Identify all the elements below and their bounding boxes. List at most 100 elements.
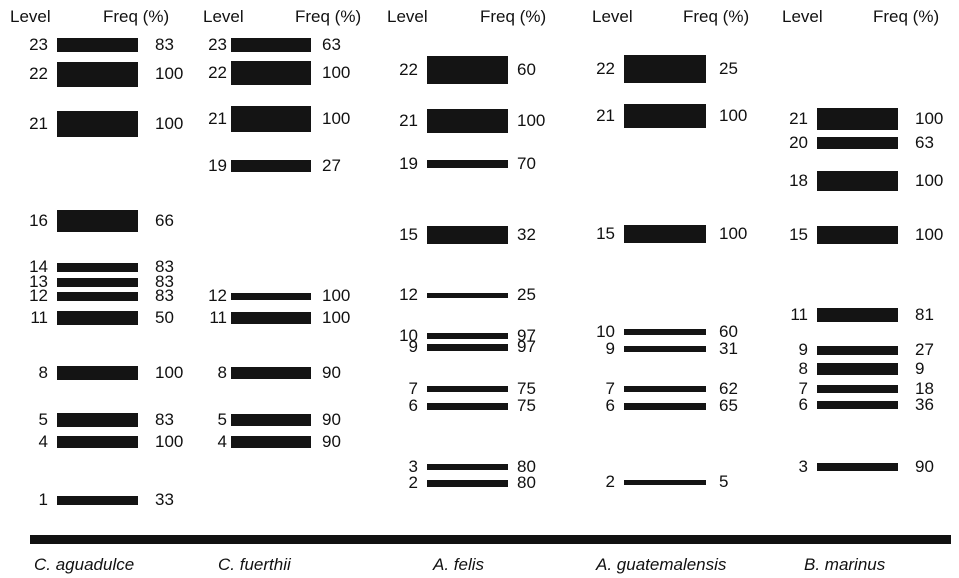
band-bar [231, 106, 311, 132]
band-level-label: 11 [790, 305, 808, 324]
band-frequency-label: 75 [517, 396, 536, 415]
band-level-label: 3 [798, 457, 808, 476]
band-bar [427, 160, 508, 168]
band-level-label: 9 [605, 339, 615, 358]
band-bar [231, 312, 311, 324]
band-bar [231, 367, 311, 379]
band-bar [624, 104, 706, 128]
band-level-label: 13 [29, 272, 48, 291]
band-level-label: 1 [38, 490, 48, 509]
band-level-label: 2 [408, 473, 418, 492]
species-label: C. aguadulce [34, 555, 135, 574]
band-level-label: 22 [208, 63, 227, 82]
band-bar [817, 137, 898, 149]
band-frequency-label: 100 [915, 109, 944, 128]
level-header: Level [782, 7, 823, 26]
band-level-label: 9 [408, 337, 418, 356]
band-level-label: 11 [209, 308, 227, 327]
band-frequency-label: 83 [155, 410, 174, 429]
band-frequency-label: 18 [915, 379, 934, 398]
band-frequency-label: 60 [517, 60, 536, 79]
band-level-label: 5 [217, 410, 227, 429]
band-frequency-label: 97 [517, 326, 536, 345]
band-frequency-label: 66 [155, 211, 174, 230]
level-header: Level [203, 7, 244, 26]
freq-header: Freq (%) [295, 7, 362, 26]
band-level-label: 7 [605, 379, 615, 398]
species-label: A. guatemalensis [596, 555, 727, 574]
band-bar [624, 346, 706, 352]
band-level-label: 6 [408, 396, 418, 415]
band-frequency-label: 100 [915, 225, 944, 244]
band-bar [427, 343, 508, 351]
band-level-label: 20 [789, 133, 808, 152]
band-frequency-label: 50 [155, 308, 174, 327]
band-bar [57, 38, 138, 52]
band-frequency-label: 75 [517, 379, 536, 398]
band-frequency-label: 9 [915, 359, 925, 378]
band-frequency-label: 25 [517, 285, 536, 304]
freq-header: Freq (%) [480, 7, 547, 26]
band-bar [624, 55, 706, 83]
band-bar [57, 413, 138, 427]
band-bar [624, 225, 706, 243]
band-bar [817, 401, 898, 409]
band-frequency-label: 63 [322, 35, 341, 54]
band-level-label: 4 [38, 432, 48, 451]
band-level-label: 22 [399, 60, 418, 79]
band-frequency-label: 90 [322, 432, 341, 451]
band-bar [231, 414, 311, 426]
band-frequency-label: 33 [155, 490, 174, 509]
band-frequency-label: 100 [155, 114, 184, 133]
band-bar [624, 479, 706, 485]
band-frequency-label: 83 [155, 257, 174, 276]
band-frequency-label: 27 [322, 156, 341, 175]
band-level-label: 8 [217, 363, 227, 382]
band-level-label: 5 [38, 410, 48, 429]
band-frequency-label: 100 [322, 63, 351, 82]
band-level-label: 22 [29, 64, 48, 83]
band-bar [427, 56, 508, 84]
band-level-label: 12 [208, 286, 227, 305]
band-level-label: 7 [408, 379, 418, 398]
band-bar [817, 226, 898, 244]
band-bar [57, 262, 138, 272]
band-frequency-label: 32 [517, 225, 536, 244]
band-level-label: 10 [596, 322, 615, 341]
band-bar [57, 366, 138, 380]
band-frequency-label: 70 [517, 154, 536, 173]
band-bar [624, 402, 706, 410]
band-frequency-label: 90 [322, 363, 341, 382]
band-level-label: 18 [789, 171, 808, 190]
band-frequency-label: 5 [719, 472, 729, 491]
band-bar [231, 61, 311, 85]
band-level-label: 11 [30, 308, 48, 327]
band-frequency-label: 25 [719, 59, 738, 78]
band-level-label: 9 [798, 340, 808, 359]
band-level-label: 8 [38, 363, 48, 382]
band-frequency-label: 36 [915, 395, 934, 414]
species-label: C. fuerthii [218, 555, 291, 574]
band-frequency-label: 100 [322, 308, 351, 327]
band-bar [817, 363, 898, 375]
band-level-label: 21 [596, 106, 615, 125]
band-bar [624, 386, 706, 392]
band-frequency-label: 90 [915, 457, 934, 476]
freq-header: Freq (%) [873, 7, 940, 26]
band-bar [817, 345, 898, 355]
band-bar [817, 308, 898, 322]
band-frequency-label: 27 [915, 340, 934, 359]
band-bar [427, 386, 508, 392]
band-level-label: 12 [399, 285, 418, 304]
band-level-label: 8 [798, 359, 808, 378]
band-bar [817, 463, 898, 471]
band-bar [427, 333, 508, 339]
band-level-label: 2 [605, 472, 615, 491]
band-frequency-label: 62 [719, 379, 738, 398]
band-bar [427, 226, 508, 244]
band-bar [624, 329, 706, 335]
band-frequency-label: 31 [719, 339, 738, 358]
band-bar [231, 160, 311, 172]
band-bar [57, 277, 138, 287]
band-level-label: 15 [789, 225, 808, 244]
